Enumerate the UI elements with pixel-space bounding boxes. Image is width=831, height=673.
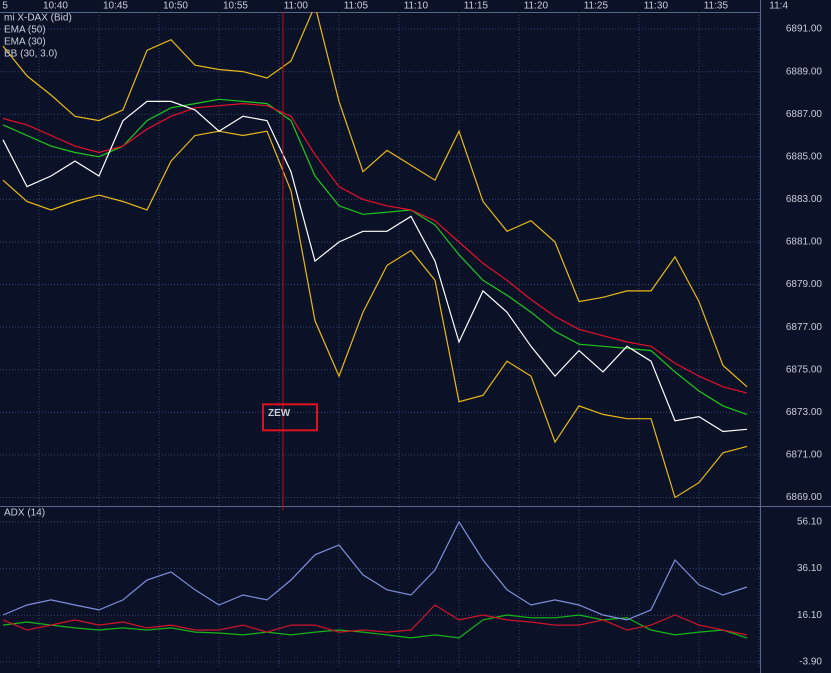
x-tick-label: 11:25 [584,1,609,12]
y-tick-label: -3.90 [799,657,822,668]
x-tick-label: 11:4 [769,1,788,12]
x-tick-label: 11:30 [644,1,669,12]
event-label: ZEW [268,408,291,419]
legend-entry: EMA (50) [4,25,46,36]
y-tick-label: 6879.00 [786,279,823,290]
legend-entry: EMA (30) [4,37,46,48]
x-tick-label: 11:15 [464,1,489,12]
series-line [2,102,748,394]
series-line [2,520,748,621]
y-tick-label: 6877.00 [786,322,823,333]
x-tick-label: 10:45 [103,1,128,12]
band-upper [2,12,748,388]
x-tick-label: 11:05 [344,1,369,12]
series-line [2,614,748,639]
x-tick-label: 11:35 [704,1,729,12]
y-tick-label: 16.10 [797,610,822,621]
x-tick-label: 11:00 [284,1,309,12]
y-tick-label: 6885.00 [786,151,823,162]
x-tick-label: 11:10 [404,1,429,12]
x-tick-label: 10:55 [223,1,248,12]
band-lower [2,130,748,499]
y-tick-label: 6887.00 [786,109,823,120]
y-tick-label: 6881.00 [786,237,823,248]
x-tick-label: 11:20 [524,1,549,12]
plot-area [0,12,760,506]
y-tick-label: 6871.00 [786,450,823,461]
y-tick-label: 6891.00 [786,24,823,35]
y-tick-label: 6883.00 [786,194,823,205]
legend-entry: BB (30, 3.0) [4,49,57,60]
x-tick-label: 10:40 [43,1,68,12]
y-tick-label: 6889.00 [786,66,823,77]
event-box [261,403,318,432]
legend-entry: mi X-DAX (Bid) [4,13,72,24]
x-tick-label: 5 [2,1,8,12]
series-line [2,98,748,415]
series-line [2,100,748,433]
y-tick-label: 36.10 [797,563,822,574]
x-tick-label: 10:50 [163,1,188,12]
plot-area [0,507,760,668]
y-tick-label: 6869.00 [786,492,823,503]
legend-entry: ADX (14) [4,508,45,519]
y-tick-label: 6873.00 [786,407,823,418]
y-tick-label: 6875.00 [786,364,823,375]
series-line [2,604,748,636]
y-tick-label: 56.10 [797,517,822,528]
